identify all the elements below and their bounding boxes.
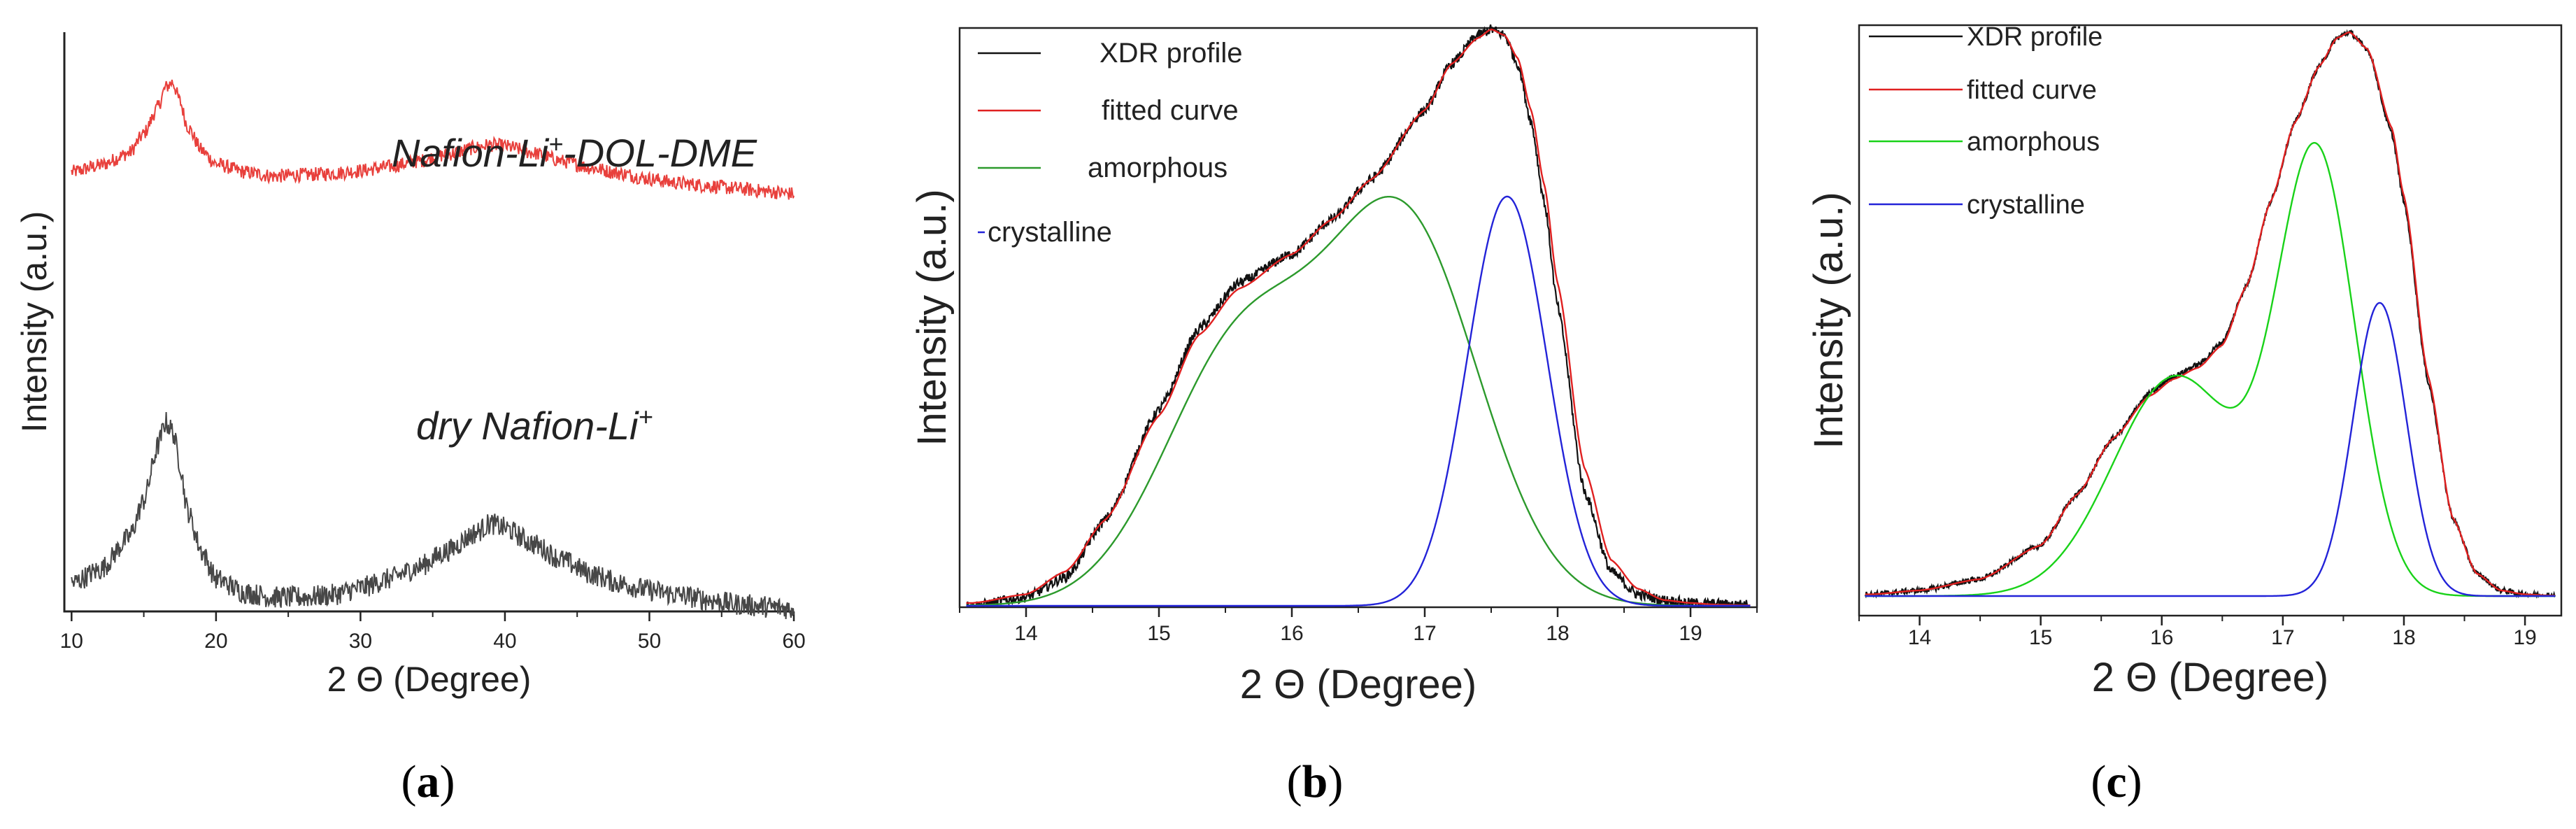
- x-tick-label: 14: [1014, 622, 1037, 645]
- axis-frame: [1858, 24, 2563, 617]
- legend-label: crystalline: [988, 217, 1112, 248]
- caption-letter: c: [2106, 756, 2127, 807]
- caption-open: (: [2091, 756, 2107, 807]
- caption-close: ): [439, 756, 455, 807]
- x-tick-label: 18: [1546, 622, 1569, 645]
- plot-group: 14 15 16 17 18 19 2 Θ (Degree) Intensity (a.u.)…: [909, 24, 1758, 707]
- y-axis-label: Intensity (a.u.): [1806, 192, 1851, 448]
- series-line-amorphous: [1865, 142, 2556, 597]
- caption-close: ): [1328, 756, 1344, 807]
- y-axis-label: Intensity (a.u.): [15, 211, 54, 433]
- series-line-dry-nafion-li: [71, 412, 795, 620]
- plot-group: 10 20 30 40 50 60 2 Θ (Degree) Intensity (a.u.)…: [15, 32, 806, 699]
- x-axis-label: 2 Θ (Degree): [1240, 662, 1476, 707]
- x-tick-label: 15: [2029, 626, 2052, 649]
- y-axis-label: Intensity (a.u.): [909, 189, 955, 446]
- series-line-fitted-curve: [1865, 31, 2556, 597]
- legend-label: fitted curve: [1102, 95, 1239, 126]
- x-tick-label: 19: [1679, 622, 1702, 645]
- series-label: Nafion-Li+-DOL-DME: [392, 129, 757, 175]
- x-tick-label: 50: [638, 630, 661, 653]
- caption-close: ): [2126, 756, 2142, 807]
- chart-b: 14 15 16 17 18 19 2 Θ (Degree) Intensity (a.u.)…: [909, 24, 1758, 707]
- caption-open: (: [1286, 756, 1302, 807]
- caption-a: (a): [401, 756, 455, 809]
- legend-label: amorphous: [1088, 153, 1227, 183]
- series-line-crystalline: [1865, 302, 2556, 597]
- x-tick-label: 14: [1908, 626, 1931, 649]
- caption-c: (c): [2091, 756, 2142, 809]
- panel-b: 14 15 16 17 18 19 2 Θ (Degree) Intensity (a.u.)…: [909, 24, 1758, 809]
- caption-open: (: [401, 756, 417, 807]
- plot-group: 14 15 16 17 18 19 2 Θ (Degree) Intensity (a.u.)…: [1806, 22, 2563, 700]
- x-tick-label: 18: [2392, 626, 2415, 649]
- x-tick-label: 17: [1413, 622, 1436, 645]
- legend-label: fitted curve: [1967, 76, 2097, 105]
- axis-frame: [63, 32, 794, 613]
- chart-a: 10 20 30 40 50 60 2 Θ (Degree) Intensity (a.u.)…: [15, 32, 806, 699]
- series-line-nafion-li-dol-dme: [71, 79, 795, 200]
- legend-label: XDR profile: [1100, 38, 1243, 69]
- series-line-xdr-profile: [1864, 29, 2556, 599]
- panel-a: 10 20 30 40 50 60 2 Θ (Degree) Intensity (a.u.)…: [0, 0, 825, 829]
- x-tick-label: 15: [1147, 622, 1170, 645]
- caption-letter: b: [1302, 756, 1328, 807]
- x-tick-label: 30: [349, 630, 372, 653]
- caption-b: (b): [1287, 756, 1344, 809]
- x-tick-label: 60: [782, 630, 805, 653]
- x-tick-label: 17: [2271, 626, 2294, 649]
- x-tick-label: 10: [60, 630, 83, 653]
- x-tick-label: 16: [1280, 622, 1303, 645]
- legend-label: crystalline: [1967, 190, 2085, 220]
- series-label: dry Nafion-Li+: [416, 402, 653, 448]
- x-tick-label: 20: [204, 630, 227, 653]
- x-tick-label: 40: [493, 630, 516, 653]
- x-axis-label: 2 Θ (Degree): [327, 660, 532, 699]
- x-axis-label: 2 Θ (Degree): [2092, 655, 2328, 700]
- legend-label: XDR profile: [1967, 22, 2102, 52]
- series-line-amorphous: [966, 196, 1751, 607]
- x-tick-label: 19: [2513, 626, 2536, 649]
- series-line-fitted-curve: [966, 28, 1751, 607]
- caption-letter: a: [416, 756, 440, 807]
- legend-label: amorphous: [1967, 127, 2100, 157]
- x-tick-label: 16: [2150, 626, 2173, 649]
- series-line-crystalline: [966, 195, 1751, 607]
